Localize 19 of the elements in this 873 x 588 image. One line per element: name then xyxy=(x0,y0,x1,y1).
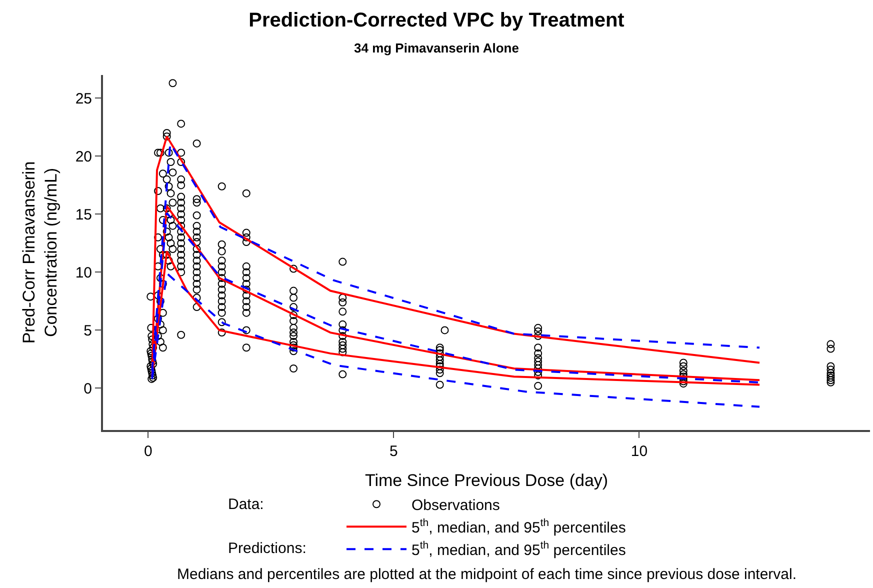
y-tick-label: 10 xyxy=(75,264,92,282)
text: Medians and percentiles are plotted at the midpoint of each time since previous dose interval. xyxy=(177,566,797,583)
legend-label: 5$^{th}$, median, and 95$^{th}$ percentiles xyxy=(412,540,626,559)
legend-label: 5$^{th}$, median, and 95$^{th}$ percentiles xyxy=(412,517,626,536)
chart-subtitle: 34 mg Pimavanserin Alone xyxy=(354,40,519,56)
text: Predictions: xyxy=(228,540,306,557)
x-tick-label: 10 xyxy=(630,443,648,460)
y-tick-label: 20 xyxy=(75,148,92,166)
chart-title: Prediction-Corrected VPC by Treatment xyxy=(248,9,625,32)
text: Data: xyxy=(228,496,264,513)
x-tick-label: 5 xyxy=(390,443,398,460)
y-axis-title: Pred-Corr Pimavanserin Concentration (ng/mL) xyxy=(19,161,60,344)
y-tick-label: 15 xyxy=(75,206,92,224)
y-tick-label: 5 xyxy=(84,322,92,340)
x-tick-label: 0 xyxy=(144,443,152,460)
legend-label: Observations xyxy=(412,496,500,514)
x-axis-title: Time Since Previous Dose (day) xyxy=(364,470,608,490)
y-tick-label: 0 xyxy=(84,380,92,398)
y-tick-label: 25 xyxy=(75,90,92,108)
